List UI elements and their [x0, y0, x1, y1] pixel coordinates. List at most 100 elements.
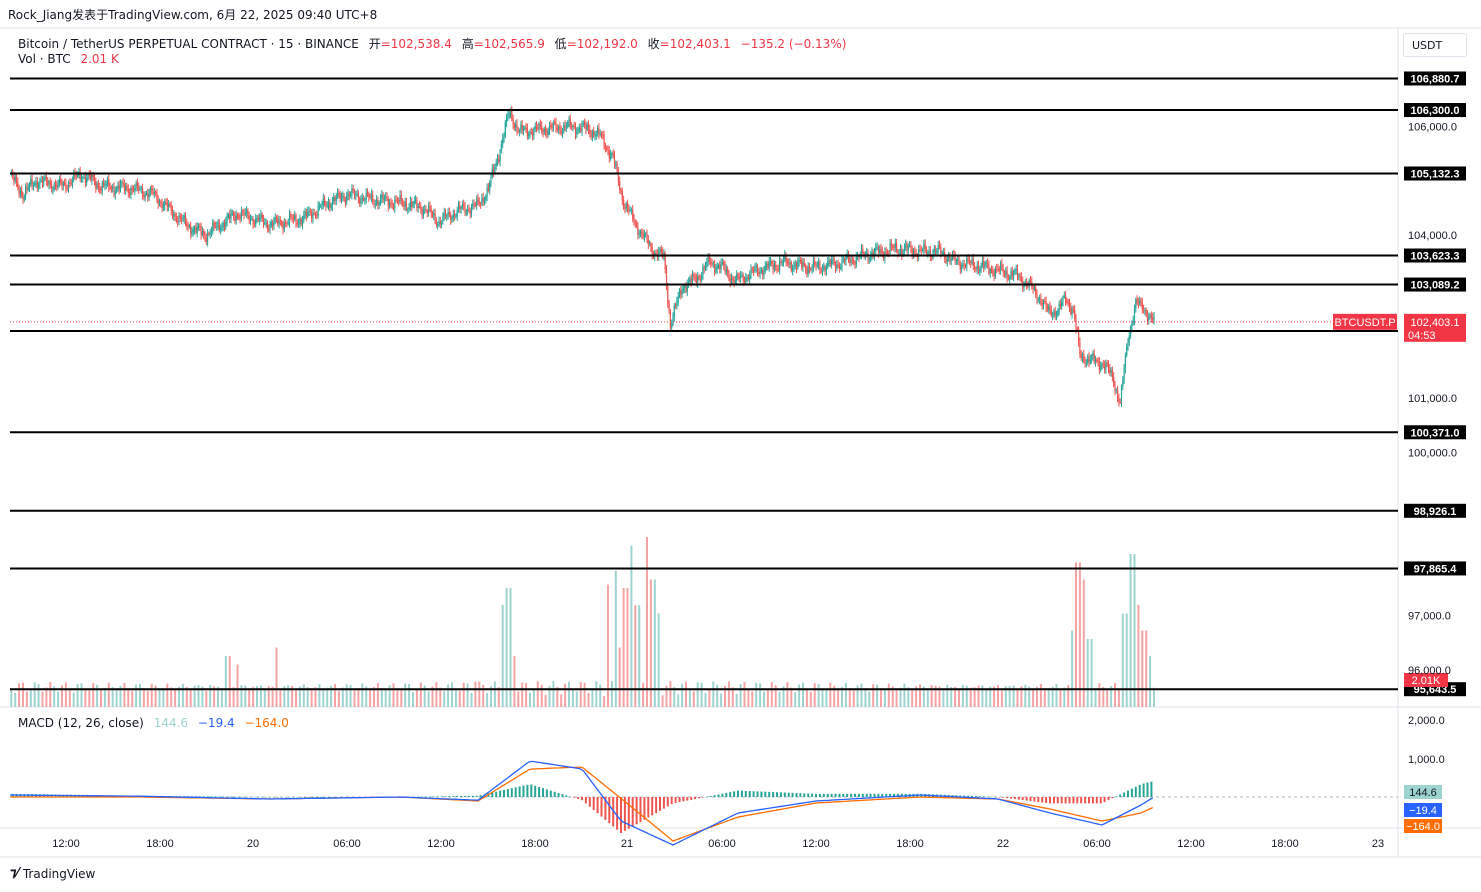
candle-body	[1152, 317, 1154, 321]
candle	[1001, 258, 1003, 271]
candle	[303, 210, 305, 224]
candle-body	[160, 202, 162, 204]
macd-hist-bar	[1138, 784, 1141, 797]
currency-button[interactable]: USDT	[1403, 33, 1467, 57]
volume-bar	[209, 684, 212, 707]
candle	[594, 130, 596, 141]
candle-body	[275, 217, 278, 219]
publish-date: 6月 22, 2025 09:40 UTC+8	[216, 8, 378, 22]
macd-hist-bar	[514, 787, 517, 797]
candle-body	[1118, 398, 1120, 403]
candle-body	[106, 179, 109, 184]
candle-body	[152, 189, 154, 194]
volume-bar	[306, 687, 309, 707]
candle	[178, 212, 180, 225]
candle	[171, 205, 174, 220]
candle-body	[67, 182, 70, 189]
volume-bar	[677, 694, 680, 707]
candle	[275, 215, 278, 223]
volume-bar	[1043, 687, 1046, 707]
candle-body	[162, 206, 164, 209]
candle-body	[651, 247, 653, 256]
candle	[538, 121, 540, 134]
candle-body	[812, 260, 814, 269]
candle-body	[863, 252, 865, 256]
volume-bar	[1059, 689, 1062, 707]
candle-body	[161, 203, 163, 209]
volume-bar	[844, 682, 847, 707]
candle-body	[109, 187, 111, 189]
candle-body	[880, 248, 882, 251]
volume-bar	[1086, 639, 1089, 707]
candle	[325, 200, 327, 211]
candle	[997, 263, 999, 272]
volume-bar	[131, 690, 134, 707]
volume-bar	[334, 684, 336, 707]
volume-bar	[841, 686, 843, 707]
candle	[959, 260, 961, 275]
volume-legend[interactable]: Vol · BTC 2.01 K	[18, 52, 119, 66]
volume-bar	[408, 684, 411, 707]
volume-bar	[181, 684, 184, 707]
symbol-title[interactable]: Bitcoin / TetherUS PERPETUAL CONTRACT · …	[18, 37, 359, 51]
candle	[205, 233, 207, 246]
macd-hist-bar	[779, 792, 782, 797]
macd-hist-bar	[647, 797, 650, 818]
candle-body	[597, 127, 599, 134]
candle-body	[75, 175, 77, 177]
candle	[833, 256, 835, 266]
candle-body	[525, 127, 527, 129]
candle	[295, 212, 297, 228]
candle	[721, 258, 723, 266]
candle-body	[222, 222, 224, 227]
macd-legend[interactable]: MACD (12, 26, close) 144.6 −19.4 −164.0	[18, 716, 289, 730]
candle	[61, 178, 63, 191]
candle-body	[607, 149, 609, 151]
candle-body	[873, 250, 876, 257]
candle	[901, 245, 903, 260]
candle-body	[314, 213, 317, 215]
candle	[945, 255, 947, 265]
candle	[155, 190, 157, 197]
macd-hist-bar	[994, 796, 997, 798]
volume-bar	[127, 688, 130, 707]
candle	[1111, 366, 1113, 382]
candle-body	[125, 185, 127, 191]
candle	[860, 243, 863, 260]
macd-hist-bar	[1080, 797, 1083, 804]
candle-body	[187, 225, 189, 227]
macd-label[interactable]: MACD (12, 26, close)	[18, 716, 144, 730]
candle	[368, 191, 370, 202]
candle-body	[842, 259, 844, 261]
tradingview-footer[interactable]: ⁊⁄ TradingView	[10, 866, 95, 881]
symbol-legend[interactable]: Bitcoin / TetherUS PERPETUAL CONTRACT · …	[18, 35, 846, 52]
candle	[1000, 260, 1002, 275]
candle-body	[552, 122, 554, 128]
candle-body	[698, 276, 700, 279]
candle	[643, 229, 645, 243]
volume-label[interactable]: Vol · BTC	[18, 52, 71, 66]
candle	[396, 196, 398, 205]
candle	[105, 180, 107, 189]
macd-hist-bar	[452, 796, 455, 797]
candle	[868, 256, 870, 264]
candle	[1053, 308, 1055, 318]
brand-label: TradingView	[22, 866, 96, 881]
volume-bar	[544, 694, 547, 707]
candle	[873, 247, 876, 261]
candle	[166, 197, 168, 212]
candle-body	[907, 245, 909, 251]
candle-body	[404, 202, 406, 207]
candle-body	[1037, 299, 1039, 301]
candle-body	[413, 200, 415, 204]
candle-body	[825, 266, 827, 272]
candle-body	[554, 122, 556, 124]
symbol-tag	[1333, 313, 1397, 330]
candle	[67, 180, 70, 193]
candle-body	[980, 265, 982, 270]
volume-bar	[146, 690, 149, 707]
candle-body	[434, 213, 436, 221]
macd-hist-bar	[319, 797, 322, 798]
volume-bar	[981, 685, 984, 707]
